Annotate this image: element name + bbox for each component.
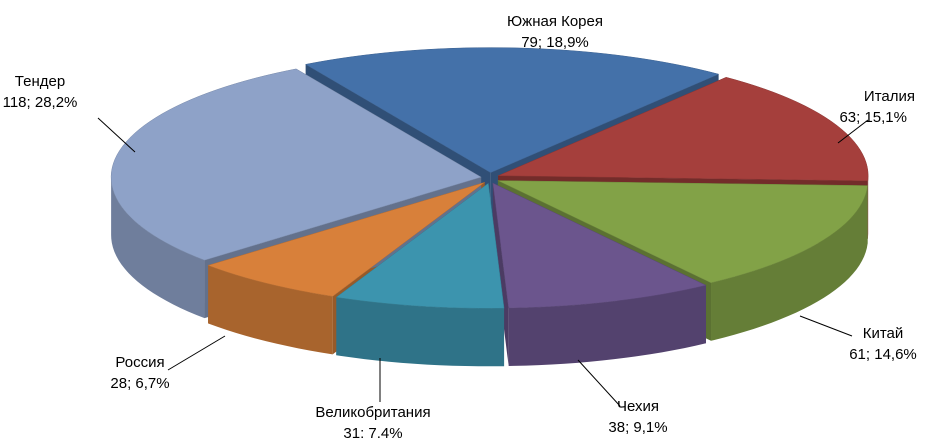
slice-label: Китай bbox=[863, 325, 904, 342]
slice-value-label: 79; 18,9% bbox=[521, 34, 589, 51]
leader-line bbox=[837, 119, 869, 144]
slice bbox=[304, 47, 720, 173]
slice-side bbox=[711, 185, 868, 341]
slice-value-label: 31: 7.4% bbox=[343, 425, 402, 442]
slice bbox=[207, 182, 485, 297]
slice-value-label: 61; 14,6% bbox=[849, 346, 917, 363]
slice-label: Южная Корея bbox=[507, 13, 603, 30]
leader-line bbox=[577, 359, 621, 407]
slice-cut-wall bbox=[492, 183, 509, 366]
slice bbox=[335, 182, 505, 309]
slice-label: Тендер bbox=[15, 73, 65, 90]
slice-value-label: 38; 9,1% bbox=[608, 419, 667, 436]
leader-line bbox=[799, 315, 853, 337]
slice-side bbox=[336, 297, 505, 367]
slice-label: Чехия bbox=[617, 398, 659, 415]
slice bbox=[497, 180, 868, 284]
slice-label: Великобритания bbox=[315, 404, 430, 421]
slice-side bbox=[111, 177, 205, 319]
leader-line bbox=[167, 335, 226, 371]
slice bbox=[492, 182, 707, 309]
slice-value-label: 28; 6,7% bbox=[110, 375, 169, 392]
slice-side bbox=[208, 265, 333, 355]
slice-label: Россия bbox=[115, 354, 164, 371]
slice-value-label: 63; 15,1% bbox=[839, 109, 907, 126]
slice-label: Италия bbox=[864, 88, 915, 105]
slice bbox=[110, 68, 482, 261]
tops bbox=[110, 47, 869, 309]
slice-side bbox=[508, 285, 707, 366]
outer-walls bbox=[111, 175, 869, 367]
slice-value-label: 118; 28,2% bbox=[3, 94, 78, 111]
leader-line bbox=[97, 117, 136, 153]
slice bbox=[498, 77, 869, 181]
